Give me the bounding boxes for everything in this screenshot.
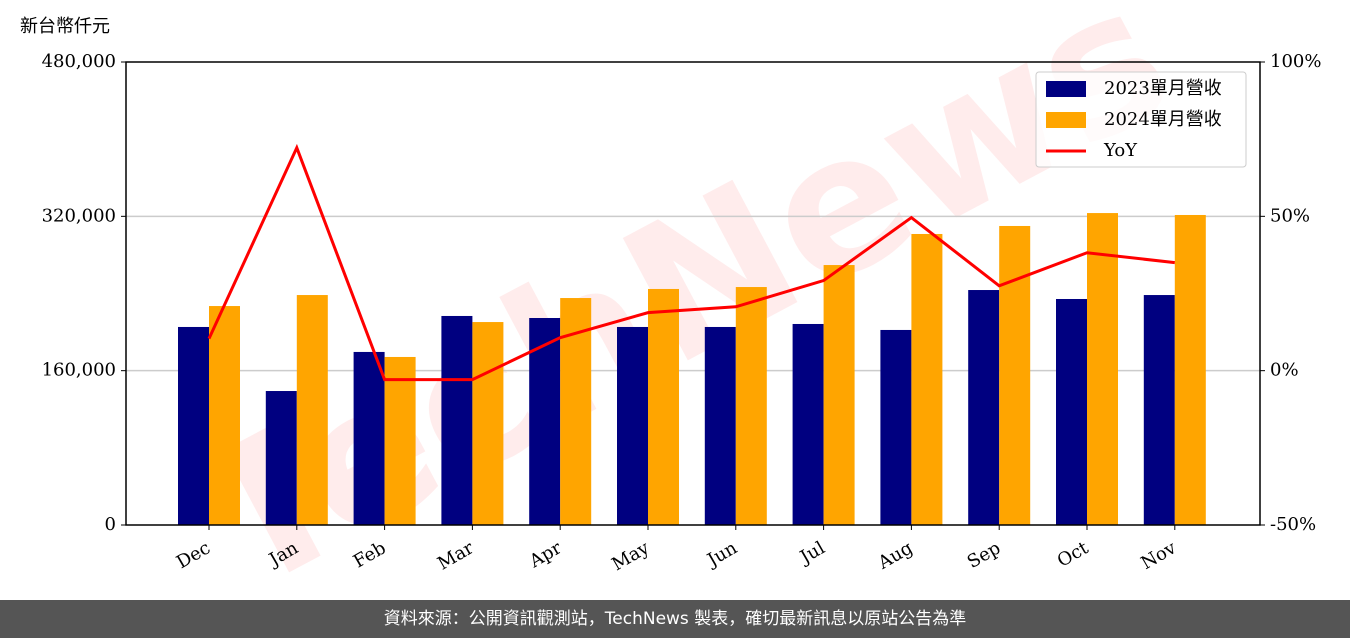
x-tick-label: Oct [1054,537,1093,572]
y2-tick-label: 50% [1270,205,1310,226]
bar [968,290,1000,525]
bar [1056,298,1087,525]
footer: 資料來源：公開資訊觀測站，TechNews 製表，確切最新訊息以原站公告為準 [0,600,1350,638]
x-tick-label: Nov [1137,537,1180,574]
y2-tick-label: -50% [1270,514,1316,535]
x-tick-label: May [608,537,653,575]
bar [1143,295,1175,525]
x-tick-label: Aug [874,537,917,574]
legend-box [1035,71,1247,168]
bar [648,288,679,525]
x-tick-label: Sep [964,537,1004,572]
bar [1087,213,1118,525]
x-tick-label: Jul [795,537,829,569]
legend-label: 2024單月營收 [1104,109,1222,130]
x-tick-label: Jun [702,537,741,572]
bar [823,265,855,525]
line [207,143,1175,382]
legend-label: YoY [1103,140,1138,161]
x-tick-label: Apr [525,537,565,572]
bar [209,306,240,525]
chart: 新台幣仟元 TechNews 0160,000320,000480,000-50… [20,0,1321,600]
x-tick-label: Mar [434,537,478,574]
bar [353,351,385,525]
legend-label: 2023單月營收 [1104,78,1222,99]
plot-frame [125,61,1261,526]
bar [472,322,504,525]
bar [441,315,473,525]
y2-tick-label: 0% [1270,360,1299,381]
y-axis-label: 新台幣仟元 [20,16,110,37]
legend-swatch [1046,81,1086,97]
bar [384,356,416,525]
bar [999,225,1031,525]
bar [792,323,824,525]
bar [911,233,943,525]
y-tick-label: 480,000 [42,51,116,72]
legend-swatch [1046,112,1086,128]
y2-tick-label: 100% [1270,51,1321,72]
bar [265,391,297,525]
bar [296,295,328,525]
bar [880,329,912,525]
bar [735,287,767,525]
y-tick-label: 0 [105,514,116,535]
bar [704,326,736,525]
bar [178,326,209,525]
bar [1174,214,1206,525]
x-tick-label: Dec [173,537,214,573]
bar [529,318,561,525]
y-tick-label: 320,000 [42,205,116,226]
y-tick-label: 160,000 [42,360,116,381]
bar [617,326,648,525]
